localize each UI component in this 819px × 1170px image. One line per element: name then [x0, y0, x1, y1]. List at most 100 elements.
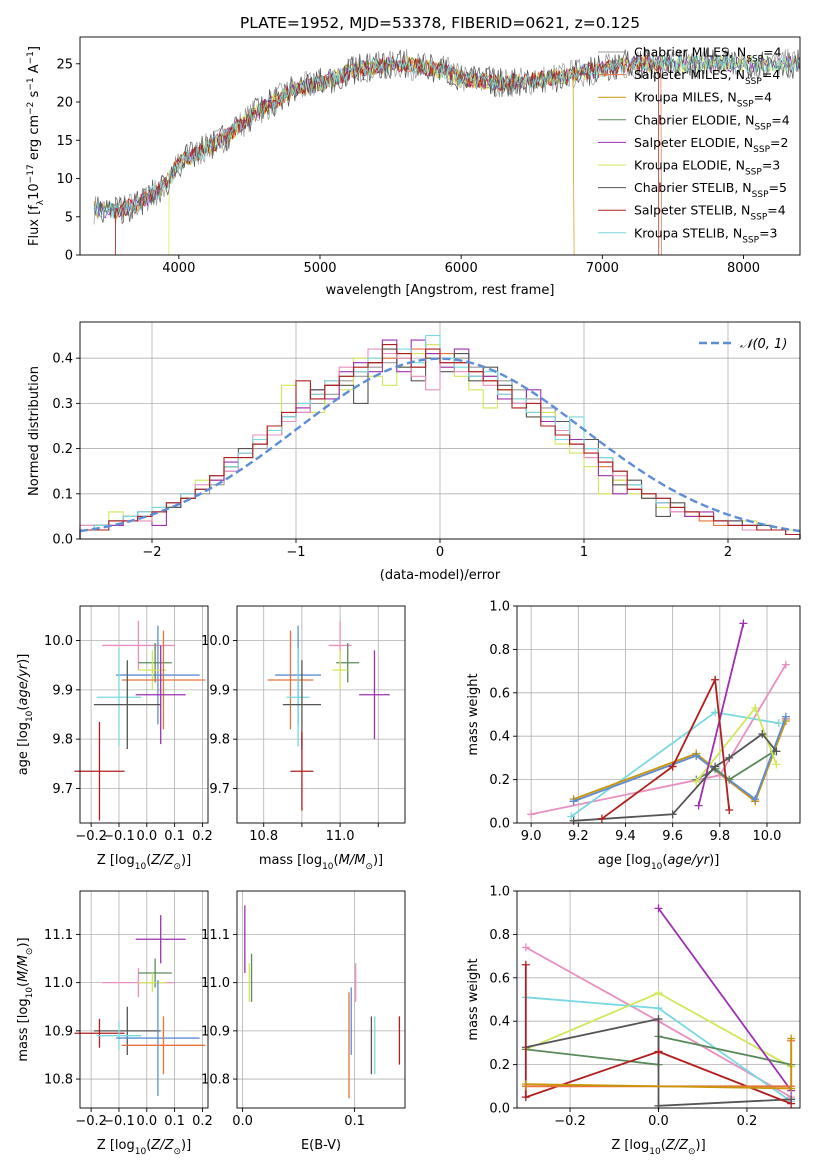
- axis-label: age [log10(age/yr)]: [598, 853, 720, 872]
- axes-frame: [79, 890, 209, 1109]
- mass-vs-metallicity-panel: −0.2−0.1 0.0 0.1 0.2 10.8 10.9 11.0 11.1 Z [log1…: [16, 890, 213, 1157]
- mass-weight-marker: [654, 1047, 663, 1056]
- x-axis-label: (data-model)/error: [380, 568, 501, 583]
- legend-entry: Salpeter STELIB, NSSP=4: [634, 203, 786, 223]
- axis-label: age [log10(age/yr)]: [16, 654, 35, 776]
- y-tick-label: 9.9: [52, 683, 73, 698]
- spectrum-series-line: [93, 54, 800, 219]
- x-tick-label: 0: [436, 545, 444, 560]
- y-tick-label: 10.9: [201, 1024, 230, 1039]
- y-tick-label: 0.0: [489, 1102, 510, 1117]
- mass-weight-marker: [787, 1034, 796, 1043]
- mass-weight-marker: [668, 810, 677, 819]
- mass-weight-marker: [521, 1080, 530, 1089]
- y-axis-label: Normed distribution: [27, 366, 42, 496]
- y-tick-label: 0.8: [489, 643, 510, 658]
- axis-label: mass [log10(M/M⊙)]: [259, 853, 383, 872]
- mass-weight-marker: [567, 812, 576, 821]
- x-tick-label: 0.2: [192, 829, 213, 844]
- y-tick-label: 11.1: [44, 928, 73, 943]
- mass-weight-line: [573, 732, 778, 822]
- legend-entry: Salpeter MILES, NSSP=4: [634, 67, 780, 87]
- x-axis-label: E(B-V): [301, 1138, 341, 1153]
- mass-weight-marker: [787, 1099, 796, 1108]
- mass-weight-marker: [521, 1093, 530, 1102]
- mass-weight-marker: [781, 712, 790, 721]
- mass-weight-marker: [654, 1004, 663, 1013]
- mass-weight-marker: [781, 660, 790, 669]
- mass-weight-vs-metallicity-panel: −0.2 0.0 0.2 0.0 0.2 0.4 0.6 0.8 1.0 Z [log10(Z/Z…: [466, 885, 801, 1157]
- y-tick-label: 9.8: [52, 733, 73, 748]
- mass-weight-marker: [692, 751, 701, 760]
- x-tick-label: 5000: [303, 261, 336, 276]
- y-tick-label: 0: [65, 249, 73, 264]
- axes-frame: [79, 605, 209, 824]
- mass-weight-marker: [725, 753, 734, 762]
- y-tick-label: 10.8: [201, 1073, 230, 1088]
- mass-weight-marker: [774, 719, 783, 728]
- mass-weight-marker: [654, 988, 663, 997]
- legend-entry: Salpeter ELODIE, NSSP=2: [634, 135, 788, 155]
- y-axis-label: mass weight: [466, 673, 481, 755]
- y-tick-label: 0.0: [489, 817, 510, 832]
- x-tick-label: 0.1: [344, 1114, 365, 1129]
- histogram-step: [79, 344, 801, 539]
- x-tick-label: 2: [724, 545, 732, 560]
- mass-weight-marker: [772, 747, 781, 756]
- age-vs-mass-panel: 10.8 11.0 9.7 9.8 9.9 10.0 mass [log10(M/M⊙)]: [201, 605, 406, 872]
- mass-weight-marker: [527, 810, 536, 819]
- y-tick-label: 25: [56, 57, 73, 72]
- mass-weight-marker: [521, 960, 530, 969]
- legend-entry: Chabrier STELIB, NSSP=5: [634, 180, 787, 200]
- y-tick-label: 5: [65, 210, 73, 225]
- x-tick-label: 9.2: [568, 829, 589, 844]
- age-vs-metallicity-panel: −0.2−0.1 0.0 0.1 0.2 9.7 9.8 9.9 10.0 Z [log10(Z…: [16, 605, 213, 872]
- x-tick-label: −2: [142, 545, 161, 560]
- x-tick-label: −0.2: [554, 1114, 586, 1129]
- x-tick-label: 0.2: [192, 1114, 213, 1129]
- y-axis-label: mass weight: [466, 958, 481, 1040]
- x-tick-label: 6000: [445, 261, 478, 276]
- x-tick-label: −0.2: [75, 829, 107, 844]
- x-tick-label: −1: [286, 545, 305, 560]
- y-tick-label: 11.0: [201, 976, 230, 991]
- y-tick-label: 0.3: [52, 397, 73, 412]
- y-tick-label: 10.0: [44, 634, 73, 649]
- x-tick-label: 9.4: [615, 829, 636, 844]
- mass-weight-marker: [521, 943, 530, 952]
- y-tick-label: 0.6: [489, 971, 510, 986]
- x-tick-label: 0.1: [164, 829, 185, 844]
- y-tick-label: 11.0: [44, 976, 73, 991]
- y-tick-label: 0.0: [52, 533, 73, 548]
- x-tick-label: 0.0: [136, 829, 157, 844]
- x-tick-label: 9.8: [709, 829, 730, 844]
- mass-weight-marker: [668, 762, 677, 771]
- normal-reference-curve: [79, 357, 801, 533]
- x-tick-label: 0.1: [164, 1114, 185, 1129]
- mass-weight-line: [525, 1017, 792, 1107]
- mass-vs-extinction-panel: 0.0 0.1 10.8 10.9 11.0 11.1 E(B-V): [201, 890, 406, 1153]
- legend-entry: Chabrier MILES, NSSP=4: [634, 45, 782, 65]
- legend-entry: Kroupa STELIB, NSSP=3: [634, 225, 778, 245]
- y-tick-label: 11.1: [201, 928, 230, 943]
- mass-weight-marker: [654, 904, 663, 913]
- axis-label: mass [log10(M/M⊙)]: [16, 937, 35, 1061]
- mass-weight-line: [697, 623, 745, 806]
- x-tick-label: 0.0: [232, 1114, 253, 1129]
- mass-weight-line: [524, 964, 792, 1105]
- y-tick-label: 0.4: [489, 730, 510, 745]
- legend-entry: Chabrier ELODIE, NSSP=4: [634, 112, 790, 132]
- x-tick-label: 4000: [162, 261, 195, 276]
- y-tick-label: 0.4: [489, 1015, 510, 1030]
- mass-weight-line: [601, 676, 731, 820]
- y-tick-label: 1.0: [489, 885, 510, 900]
- y-tick-label: 1.0: [489, 600, 510, 615]
- axis-label: Z [log10(Z/Z⊙)]: [97, 853, 191, 872]
- y-tick-label: 9.8: [209, 733, 230, 748]
- x-tick-label: 1: [580, 545, 588, 560]
- mass-weight-line: [657, 907, 792, 1092]
- y-tick-label: 0.1: [52, 487, 73, 502]
- legend-entry: 𝒩(0, 1): [740, 337, 787, 352]
